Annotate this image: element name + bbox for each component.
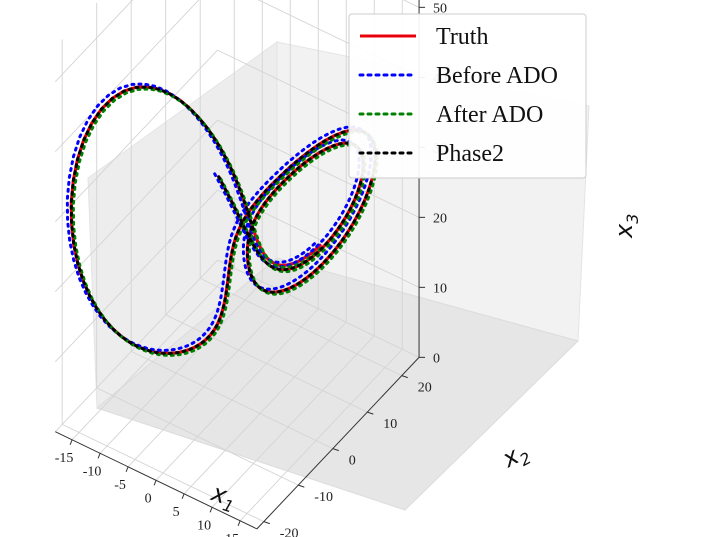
x-tick-mark [97, 453, 101, 459]
z-tick-label: 0 [433, 351, 440, 366]
y-tick-mark [298, 484, 305, 488]
y-tick-label: -10 [314, 490, 333, 505]
x-tick-label: -10 [83, 464, 102, 479]
y-tick-label: -20 [280, 527, 299, 537]
z-tick-label: 10 [433, 281, 447, 296]
grid-line-y [62, 423, 264, 523]
y-tick-label: 0 [349, 454, 356, 469]
grid-line-x [211, 335, 375, 508]
z-tick-label: 50 [433, 1, 447, 16]
x-tick-label: 5 [173, 505, 180, 520]
grid-line-z [217, 119, 420, 218]
legend-label: Before ADO [436, 63, 558, 89]
x-tick-label: -15 [55, 451, 74, 466]
tick-marks [69, 6, 426, 526]
grid-line-z [54, 49, 218, 223]
x-tick-mark [237, 520, 241, 526]
grid-line-x [239, 348, 403, 522]
grid-line-z [54, 189, 218, 363]
grid-line-y [200, 277, 402, 377]
legend-label: Phase2 [436, 141, 504, 167]
x-tick-mark [209, 507, 213, 513]
y-tick-mark [367, 411, 374, 415]
grid-line-x [99, 281, 263, 454]
y-tick-mark [263, 521, 270, 525]
y-axis-label: x2 [497, 437, 534, 477]
x-tick-label: -5 [114, 478, 126, 493]
legend-label: Truth [436, 24, 488, 50]
y-tick-label: 10 [383, 417, 397, 432]
x-tick-label: 10 [197, 518, 211, 533]
grid-line-y [96, 387, 299, 486]
legend: Truth Before ADO After ADO Phase2 [348, 13, 587, 179]
x-tick-mark [153, 480, 157, 486]
x-tick-mark [69, 439, 73, 445]
grid-line-x [183, 321, 347, 495]
y-axis-line [256, 357, 420, 530]
legend-entries: Truth Before ADO After ADO Phase2 [358, 24, 558, 167]
y-tick-label: 20 [418, 381, 432, 396]
grid-line-z [54, 119, 218, 293]
legend-frame [348, 13, 587, 179]
grid-line-z [54, 0, 200, 153]
grid-line-y [165, 314, 368, 413]
z-axis-label: x3 [610, 214, 642, 239]
y-tick-mark [332, 448, 339, 452]
grid-line-x [127, 294, 291, 468]
grid-line-z [54, 0, 134, 83]
grid-line-x [155, 308, 319, 481]
x-tick-label: 15 [225, 532, 239, 537]
legend-label: After ADO [436, 102, 543, 128]
z-tick-label: 20 [433, 211, 447, 226]
x-tick-mark [181, 493, 185, 499]
y-tick-mark [401, 375, 408, 379]
grid-line-y [131, 350, 333, 450]
x-tick-mark [125, 466, 129, 472]
x-tick-label: 0 [145, 491, 152, 506]
